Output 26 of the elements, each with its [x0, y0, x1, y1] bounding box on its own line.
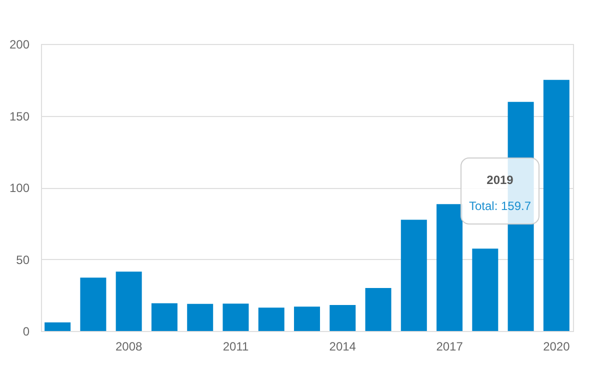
bar [436, 204, 463, 331]
bar [80, 278, 106, 331]
bar [116, 272, 142, 331]
x-tick-label: 2017 [436, 340, 464, 354]
y-tick-label: 100 [9, 181, 30, 195]
x-tick-label: 2014 [329, 340, 356, 354]
bar [400, 220, 427, 331]
x-tick-label: 2011 [222, 340, 249, 354]
y-tick-label: 150 [9, 109, 30, 124]
annotation: Total: 159.7 [468, 199, 532, 213]
bar [187, 304, 214, 331]
bar [258, 308, 284, 331]
x-tick-label: 2020 [543, 340, 570, 354]
x-tick-label: 2008 [115, 340, 143, 354]
bar [222, 304, 249, 331]
bar [365, 288, 392, 331]
annotation: 2019 [486, 173, 514, 187]
bar [330, 305, 356, 331]
bar [543, 80, 570, 331]
bar [44, 322, 71, 331]
bar [151, 303, 178, 331]
bar [472, 248, 498, 331]
bar [294, 306, 320, 331]
y-tick-label: 50 [16, 252, 30, 267]
y-tick-label: 200 [9, 38, 30, 52]
y-tick-label: 0 [22, 324, 30, 338]
